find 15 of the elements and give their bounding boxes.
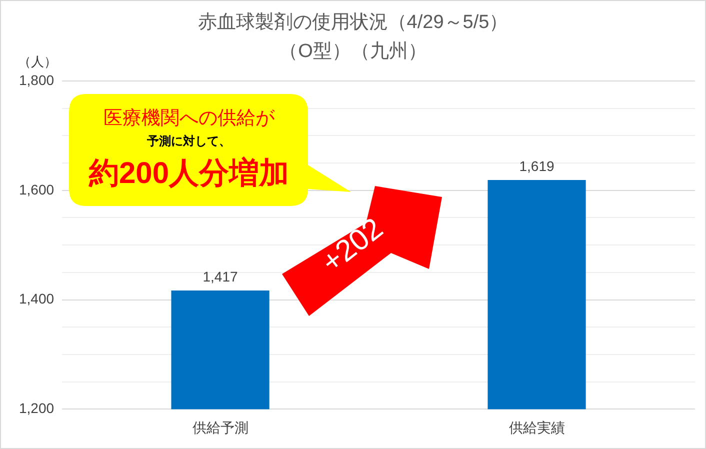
y-axis-title: （人） [18,53,57,71]
y-tick-label: 1,400 [18,290,54,307]
chart-subtitle: （O型）（九州） [279,41,427,62]
annotation: +202 [316,212,390,280]
x-tick-label: 供給予測 [192,419,248,436]
y-tick-label: 1,600 [18,181,54,198]
chart-title: 赤血球製剤の使用状況（4/29～5/5） [196,11,510,35]
data-label: 1,619 [519,158,554,174]
annotation: 約200人分増加 [88,156,290,192]
annotation: 予測に対して、 [146,133,232,150]
annotation: 医療機関への供給が [102,107,276,131]
data-label: 1,417 [202,268,238,284]
x-tick-label: 供給実績 [508,419,565,436]
y-tick-label: 1,200 [18,400,54,416]
y-tick-label: 1,800 [18,72,54,88]
